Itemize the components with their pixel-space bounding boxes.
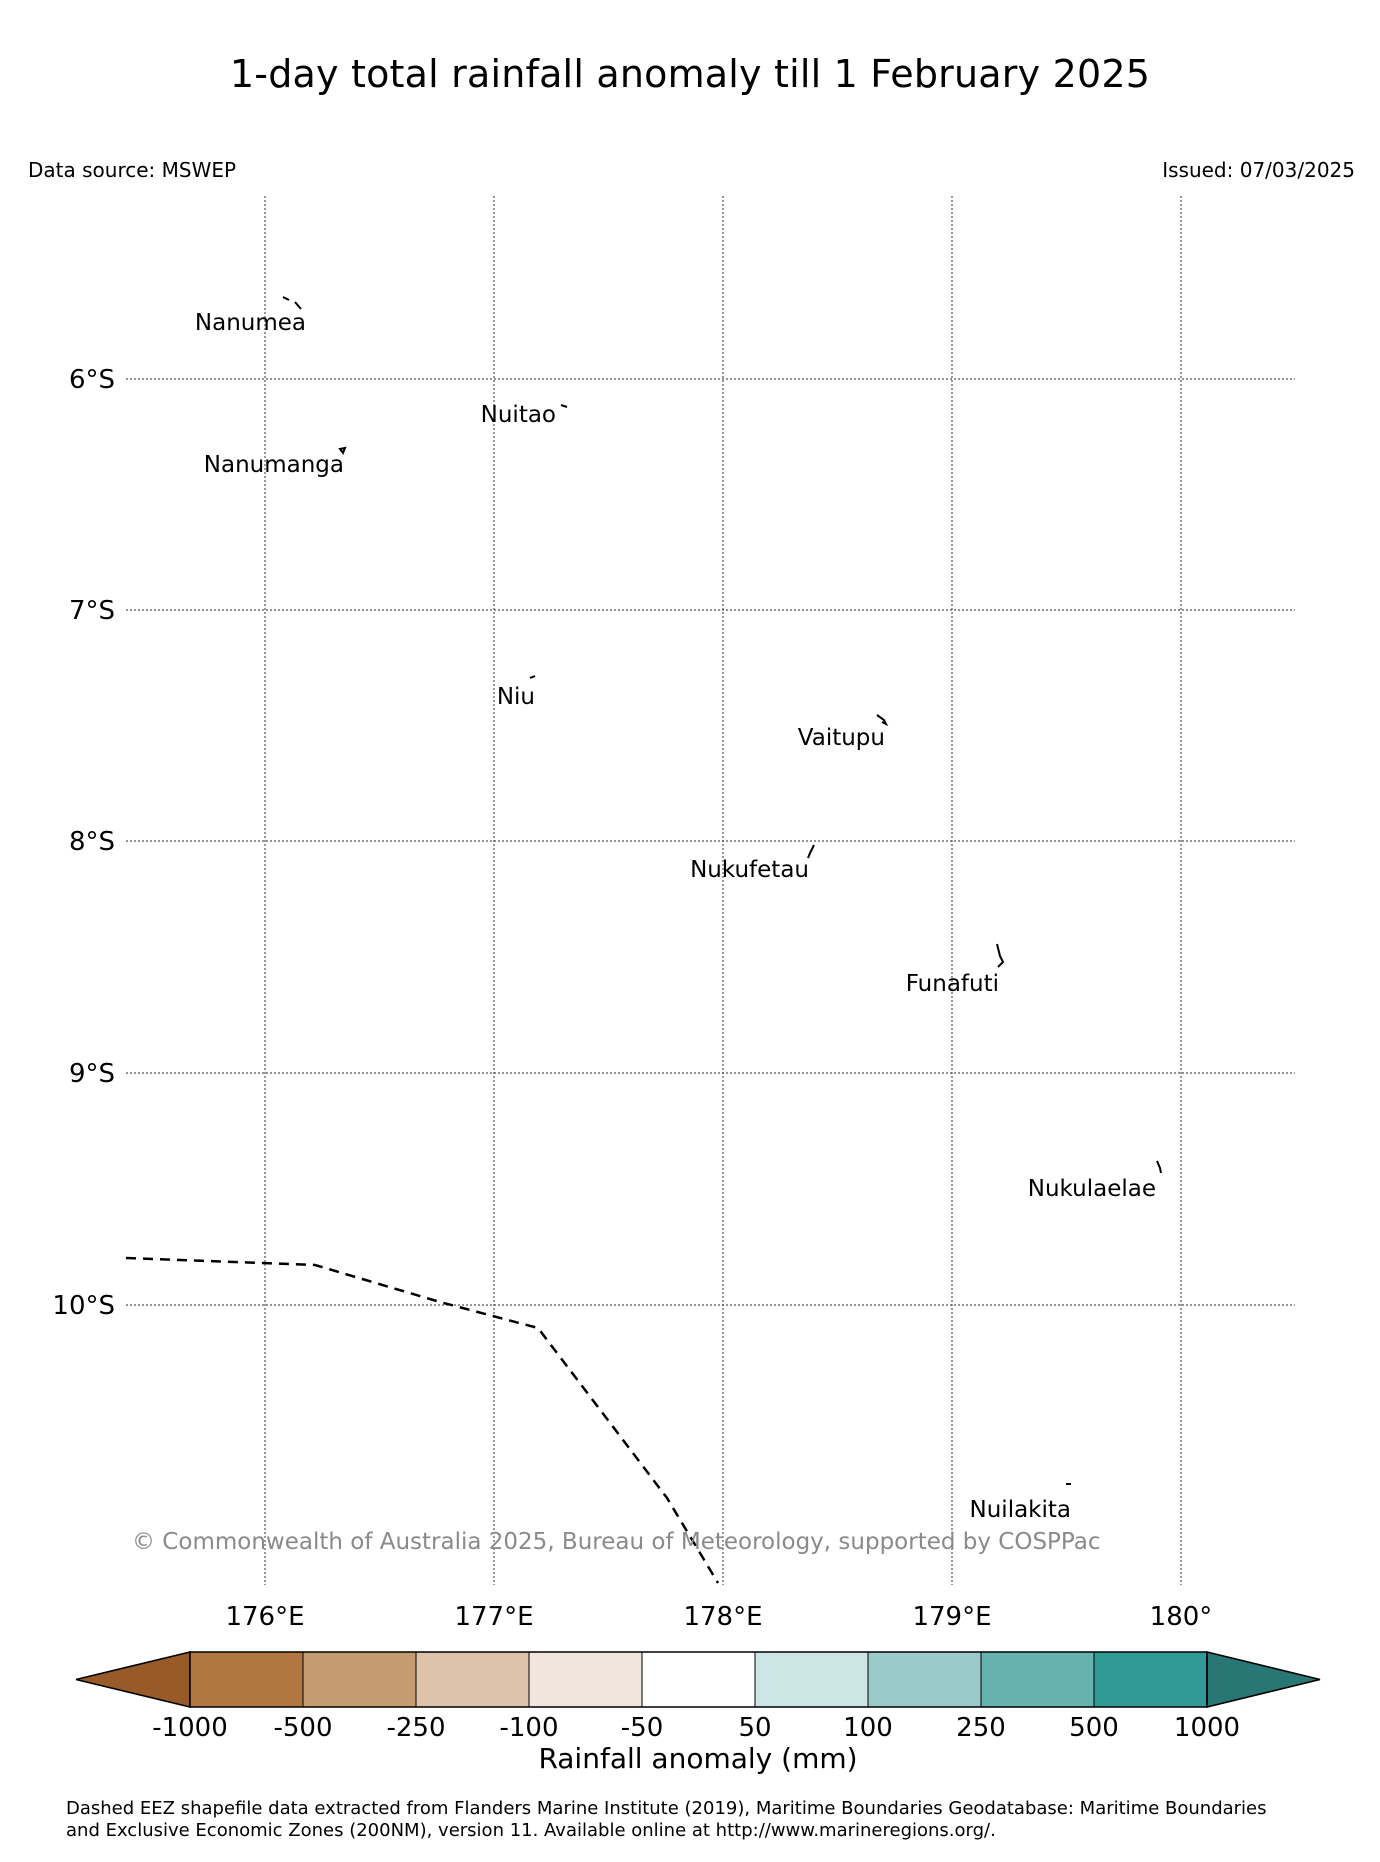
footer-attribution: Dashed EEZ shapefile data extracted from… (66, 1798, 1366, 1842)
island-shape-nanumea (282, 296, 302, 310)
island-shape-vaitupu (876, 714, 889, 727)
colorbar-ticks: -1000 -500 -250 -100 -50 50 100 250 500 1000 (152, 1713, 1240, 1743)
lat-label-8s: 8°S (69, 827, 115, 857)
colorbar-tick-label: 500 (1069, 1713, 1119, 1743)
colorbar-segment (641, 1651, 756, 1708)
lon-label-176e: 176°E (225, 1602, 304, 1632)
colorbar-tick-label: 50 (738, 1713, 771, 1743)
island-label-nanumanga: Nanumanga (204, 452, 344, 478)
lat-label-9s: 9°S (69, 1059, 115, 1089)
island-label-nuilakita: Nuilakita (970, 1497, 1071, 1523)
colorbar-tick-label: -500 (273, 1713, 332, 1743)
island-label-nukulaelae: Nukulaelae (1028, 1176, 1156, 1202)
colorbar-outline (189, 1651, 1208, 1708)
colorbar-tick-label: -50 (621, 1713, 663, 1743)
copyright-notice: © Commonwealth of Australia 2025, Bureau… (132, 1529, 1101, 1555)
island-label-nukufetau: Nukufetau (690, 857, 809, 883)
colorbar-extend-low (75, 1651, 191, 1708)
colorbar-segment (189, 1651, 304, 1708)
colorbar-segment (415, 1651, 530, 1708)
island-shape-nukulaelae (1156, 1160, 1162, 1174)
colorbar-segment (302, 1651, 417, 1708)
lon-label-178e: 178°E (683, 1602, 762, 1632)
data-source-label: Data source: MSWEP (28, 158, 237, 182)
map-gridlines (126, 196, 1295, 1585)
colorbar-tick-label: 250 (956, 1713, 1006, 1743)
lon-label-180: 180° (1150, 1602, 1213, 1632)
colorbar-segment (1093, 1651, 1208, 1708)
colorbar-segment (980, 1651, 1095, 1708)
eez-boundary-line (125, 1256, 720, 1584)
colorbar-tick-label: -100 (499, 1713, 558, 1743)
colorbar (75, 1651, 1321, 1708)
lon-label-179e: 179°E (912, 1602, 991, 1632)
island-shape-nanumanga (338, 446, 347, 456)
colorbar-tick-label: 100 (843, 1713, 893, 1743)
colorbar-segment (754, 1651, 869, 1708)
colorbar-extend-high (1206, 1651, 1321, 1708)
island-label-funafuti: Funafuti (906, 971, 999, 997)
island-label-nanumea: Nanumea (195, 310, 306, 336)
colorbar-tick-label: 1000 (1174, 1713, 1240, 1743)
colorbar-tick-label: -250 (386, 1713, 445, 1743)
colorbar-label: Rainfall anomaly (mm) (538, 1742, 857, 1775)
island-shape-funafuti (996, 943, 1005, 968)
lat-label-10s: 10°S (52, 1291, 115, 1321)
issued-date-label: Issued: 07/03/2025 (1162, 158, 1355, 182)
island-shape-niu (529, 675, 536, 679)
colorbar-segment (528, 1651, 643, 1708)
island-shape-nuitao (560, 404, 568, 408)
island-outlines (282, 296, 1162, 1485)
lat-label-7s: 7°S (69, 596, 115, 626)
island-shape-nukufetau (807, 844, 815, 859)
lon-label-177e: 177°E (454, 1602, 533, 1632)
colorbar-tick-label: -1000 (152, 1713, 228, 1743)
lat-label-6s: 6°S (69, 365, 115, 395)
page-title: 1-day total rainfall anomaly till 1 Febr… (229, 52, 1151, 96)
island-label-vaitupu: Vaitupu (798, 725, 885, 751)
colorbar-segment (867, 1651, 982, 1708)
footer-line-2: and Exclusive Economic Zones (200NM), ve… (66, 1820, 996, 1841)
island-label-nuitao: Nuitao (481, 402, 556, 428)
footer-line-1: Dashed EEZ shapefile data extracted from… (66, 1798, 1267, 1819)
island-label-niu: Niu (497, 684, 535, 710)
